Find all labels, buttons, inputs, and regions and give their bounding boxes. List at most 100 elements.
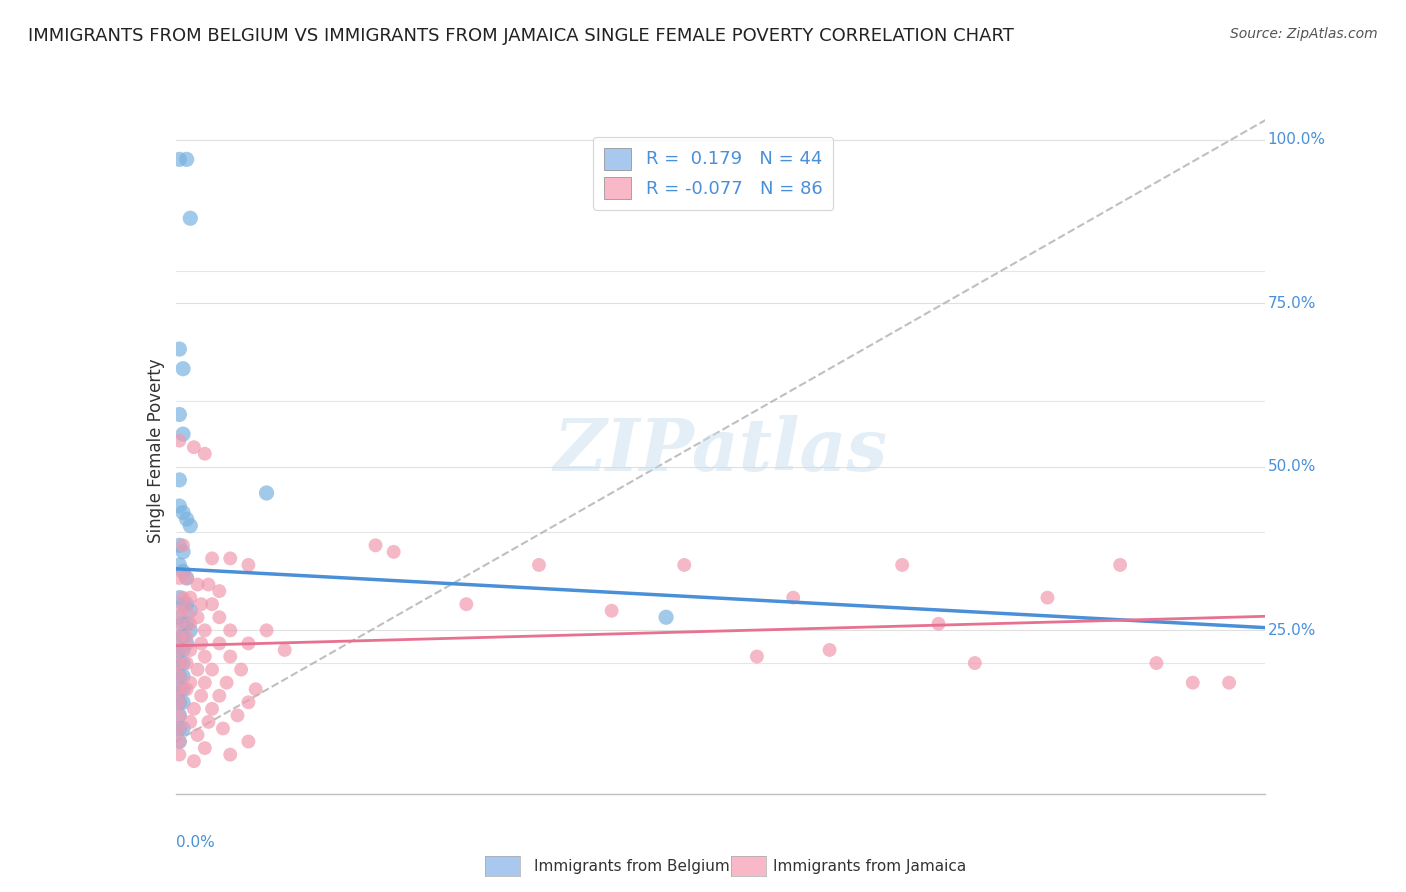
Point [238, 734, 260, 748]
Text: 50.0%: 50.0% [1268, 459, 1316, 475]
Point [212, 722, 235, 736]
Point [201, 551, 224, 566]
Point [219, 551, 242, 566]
Point [169, 630, 191, 644]
Point [782, 591, 804, 605]
Text: 100.0%: 100.0% [1268, 132, 1326, 147]
Point [169, 682, 191, 697]
Point [186, 663, 209, 677]
Y-axis label: Single Female Poverty: Single Female Poverty [146, 359, 165, 542]
Point [1181, 675, 1204, 690]
Point [172, 630, 194, 644]
Point [256, 486, 278, 500]
Text: 75.0%: 75.0% [1268, 296, 1316, 310]
Point [169, 656, 191, 670]
Text: Immigrants from Jamaica: Immigrants from Jamaica [773, 859, 966, 874]
Point [169, 722, 191, 736]
Point [169, 708, 191, 723]
Point [231, 663, 253, 677]
Point [364, 538, 387, 552]
Point [169, 610, 191, 624]
Point [169, 695, 191, 709]
Point [190, 636, 212, 650]
Point [169, 342, 191, 356]
Text: IMMIGRANTS FROM BELGIUM VS IMMIGRANTS FROM JAMAICA SINGLE FEMALE POVERTY CORRELA: IMMIGRANTS FROM BELGIUM VS IMMIGRANTS FR… [28, 27, 1014, 45]
Point [274, 643, 297, 657]
Point [190, 689, 212, 703]
Point [169, 604, 191, 618]
Point [172, 545, 194, 559]
Point [818, 643, 841, 657]
Point [179, 714, 201, 729]
Point [194, 675, 217, 690]
Point [176, 630, 198, 644]
Point [928, 616, 950, 631]
Point [169, 669, 191, 683]
Point [176, 604, 198, 618]
Point [600, 604, 623, 618]
Point [172, 695, 194, 709]
Point [172, 427, 194, 442]
Point [194, 624, 217, 638]
Point [256, 624, 278, 638]
Point [208, 610, 231, 624]
Point [197, 577, 219, 591]
Point [172, 538, 194, 552]
Point [219, 624, 242, 638]
Text: 25.0%: 25.0% [1268, 623, 1316, 638]
Point [169, 591, 191, 605]
Point [655, 610, 678, 624]
Point [169, 734, 191, 748]
Point [891, 558, 914, 572]
Point [226, 708, 249, 723]
Point [208, 636, 231, 650]
Point [179, 591, 201, 605]
Point [169, 708, 191, 723]
Point [179, 643, 201, 657]
Point [183, 702, 205, 716]
Point [172, 722, 194, 736]
Legend: R =  0.179   N = 44, R = -0.077   N = 86: R = 0.179 N = 44, R = -0.077 N = 86 [593, 136, 834, 210]
Point [176, 682, 198, 697]
Point [169, 408, 191, 422]
Point [194, 741, 217, 756]
Point [176, 571, 198, 585]
Point [201, 702, 224, 716]
Point [172, 597, 194, 611]
Point [169, 682, 191, 697]
Point [197, 714, 219, 729]
Point [179, 518, 201, 533]
Text: Source: ZipAtlas.com: Source: ZipAtlas.com [1230, 27, 1378, 41]
Point [176, 571, 198, 585]
Point [169, 558, 191, 572]
Text: Immigrants from Belgium: Immigrants from Belgium [534, 859, 730, 874]
Point [176, 616, 198, 631]
Point [176, 153, 198, 167]
Point [215, 675, 238, 690]
Point [169, 630, 191, 644]
Point [172, 506, 194, 520]
Point [673, 558, 696, 572]
Point [179, 211, 201, 226]
Point [169, 643, 191, 657]
Point [169, 153, 191, 167]
Point [172, 361, 194, 376]
Point [176, 656, 198, 670]
Point [172, 656, 194, 670]
Point [172, 616, 194, 631]
Point [238, 636, 260, 650]
Point [183, 440, 205, 454]
Point [194, 649, 217, 664]
Point [219, 747, 242, 762]
Point [179, 624, 201, 638]
Point [219, 649, 242, 664]
Point [169, 499, 191, 513]
Text: ZIPatlas: ZIPatlas [554, 415, 887, 486]
Point [186, 577, 209, 591]
Text: 0.0%: 0.0% [176, 835, 215, 850]
Point [201, 597, 224, 611]
Point [172, 565, 194, 579]
Point [1036, 591, 1059, 605]
Point [169, 616, 191, 631]
Point [169, 434, 191, 448]
